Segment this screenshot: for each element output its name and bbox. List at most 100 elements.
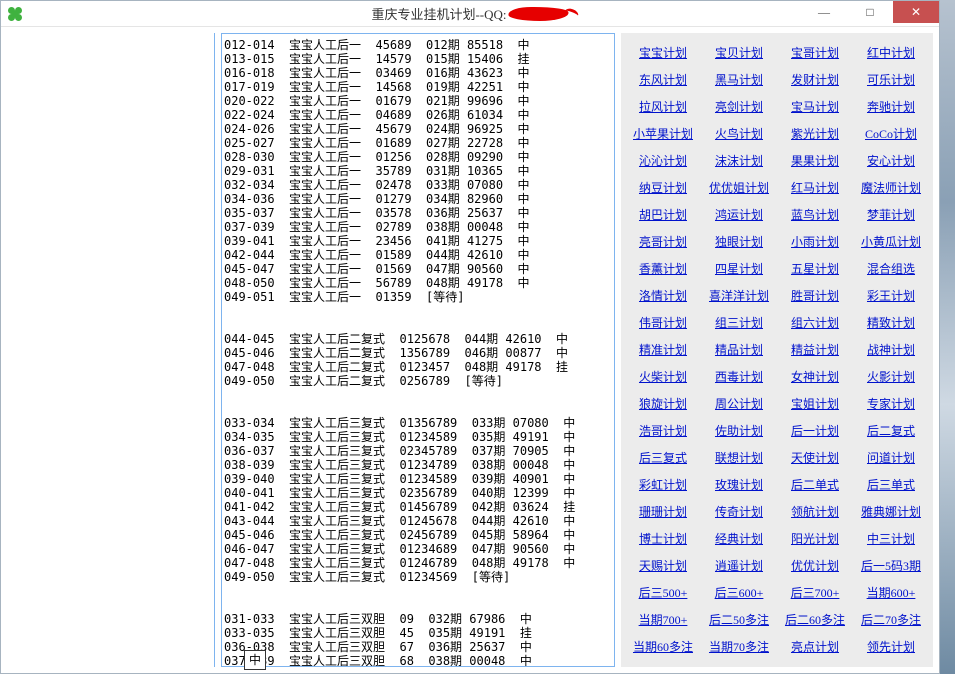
plan-button[interactable]: 香薰计划 xyxy=(626,256,700,281)
plan-button[interactable]: 组三计划 xyxy=(702,310,776,335)
plan-button[interactable]: 联想计划 xyxy=(702,445,776,470)
plan-button[interactable]: 后二50多注 xyxy=(702,607,776,632)
plan-button[interactable]: CoCo计划 xyxy=(854,121,928,146)
plan-button[interactable]: 天使计划 xyxy=(778,445,852,470)
plan-button[interactable]: 浩哥计划 xyxy=(626,418,700,443)
plan-button[interactable]: 精致计划 xyxy=(854,310,928,335)
plan-button[interactable]: 佐助计划 xyxy=(702,418,776,443)
plan-button[interactable]: 后二60多注 xyxy=(778,607,852,632)
plan-button[interactable]: 宝宝计划 xyxy=(626,40,700,65)
plan-button[interactable]: 后三700+ xyxy=(778,580,852,605)
plan-button[interactable]: 西毒计划 xyxy=(702,364,776,389)
plan-button[interactable]: 狼旋计划 xyxy=(626,391,700,416)
plan-button[interactable]: 小雨计划 xyxy=(778,229,852,254)
plan-button[interactable]: 混合组选 xyxy=(854,256,928,281)
plan-button[interactable]: 鸿运计划 xyxy=(702,202,776,227)
titlebar[interactable]: 重庆专业挂机计划--QQ: — □ ✕ xyxy=(1,1,939,27)
plan-button[interactable]: 火柴计划 xyxy=(626,364,700,389)
plan-button[interactable]: 亮剑计划 xyxy=(702,94,776,119)
plan-button[interactable]: 五星计划 xyxy=(778,256,852,281)
plan-button[interactable]: 雅典娜计划 xyxy=(854,499,928,524)
plan-button[interactable]: 果果计划 xyxy=(778,148,852,173)
plan-button[interactable]: 可可计划 xyxy=(778,661,852,667)
plan-button[interactable]: 紫光计划 xyxy=(778,121,852,146)
plan-button[interactable]: 天赐计划 xyxy=(626,553,700,578)
close-button[interactable]: ✕ xyxy=(893,1,939,23)
plan-button[interactable]: 珊珊计划 xyxy=(626,499,700,524)
plan-button[interactable]: 领航计划 xyxy=(778,499,852,524)
plan-button[interactable]: 玫瑰计划 xyxy=(702,472,776,497)
plan-button[interactable]: 宝姐计划 xyxy=(778,391,852,416)
plan-button[interactable]: 发财计划 xyxy=(778,67,852,92)
plan-button[interactable]: 战神计划 xyxy=(854,337,928,362)
plan-button[interactable]: 情义计划 xyxy=(854,661,928,667)
plan-button[interactable]: 独眼计划 xyxy=(702,229,776,254)
plan-button[interactable]: 宝贝计划 xyxy=(702,40,776,65)
plan-button[interactable]: 后三单式 xyxy=(854,472,928,497)
plan-button[interactable]: 宝哥计划 xyxy=(778,40,852,65)
plan-button[interactable]: 拉风计划 xyxy=(626,94,700,119)
plan-button[interactable]: 后二70多注 xyxy=(854,607,928,632)
plan-button[interactable]: 黑马计划 xyxy=(702,67,776,92)
plan-button[interactable]: 后一5码3期 xyxy=(854,553,928,578)
plan-button[interactable]: 后二单式 xyxy=(778,472,852,497)
plan-button[interactable]: 可乐计划 xyxy=(854,67,928,92)
plans-panel[interactable]: 宝宝计划宝贝计划宝哥计划红中计划东风计划黑马计划发财计划可乐计划拉风计划亮剑计划… xyxy=(621,33,933,667)
plan-button[interactable]: 精品计划 xyxy=(702,337,776,362)
plan-button[interactable]: 洛情计划 xyxy=(626,283,700,308)
plan-button[interactable]: 组六计划 xyxy=(778,310,852,335)
plan-button[interactable]: 后三600+ xyxy=(702,580,776,605)
log-panel[interactable]: 012-014 宝宝人工后一 45689 012期 85518 中 013-01… xyxy=(221,33,615,667)
maximize-button[interactable]: □ xyxy=(847,1,893,23)
plan-button[interactable]: 安心计划 xyxy=(854,148,928,173)
plan-button[interactable]: 虎哥计划 xyxy=(702,661,776,667)
plan-button[interactable]: 沫沫计划 xyxy=(702,148,776,173)
plan-button[interactable]: 沁沁计划 xyxy=(626,148,700,173)
plan-button[interactable]: 专家计划 xyxy=(854,391,928,416)
plan-button[interactable]: 后一5码2期 xyxy=(626,661,700,667)
plan-button[interactable]: 优优姐计划 xyxy=(702,175,776,200)
plan-button[interactable]: 伟哥计划 xyxy=(626,310,700,335)
plan-button[interactable]: 当期600+ xyxy=(854,580,928,605)
plan-button[interactable]: 彩王计划 xyxy=(854,283,928,308)
plan-button[interactable]: 后三复式 xyxy=(626,445,700,470)
plan-button[interactable]: 精益计划 xyxy=(778,337,852,362)
plan-button[interactable]: 彩虹计划 xyxy=(626,472,700,497)
plan-button[interactable]: 火鸟计划 xyxy=(702,121,776,146)
plan-button[interactable]: 小黄瓜计划 xyxy=(854,229,928,254)
plan-button[interactable]: 当期60多注 xyxy=(626,634,700,659)
plan-button[interactable]: 红中计划 xyxy=(854,40,928,65)
plan-button[interactable]: 小苹果计划 xyxy=(626,121,700,146)
plan-button[interactable]: 问道计划 xyxy=(854,445,928,470)
plan-button[interactable]: 当期700+ xyxy=(626,607,700,632)
plan-button[interactable]: 后三500+ xyxy=(626,580,700,605)
plan-button[interactable]: 亮点计划 xyxy=(778,634,852,659)
plan-button[interactable]: 中三计划 xyxy=(854,526,928,551)
plan-button[interactable]: 梦菲计划 xyxy=(854,202,928,227)
plan-button[interactable]: 后二复式 xyxy=(854,418,928,443)
plan-button[interactable]: 火影计划 xyxy=(854,364,928,389)
plan-button[interactable]: 后一计划 xyxy=(778,418,852,443)
plan-button[interactable]: 精准计划 xyxy=(626,337,700,362)
plan-button[interactable]: 周公计划 xyxy=(702,391,776,416)
plan-button[interactable]: 逍遥计划 xyxy=(702,553,776,578)
plan-button[interactable]: 宝马计划 xyxy=(778,94,852,119)
plan-button[interactable]: 传奇计划 xyxy=(702,499,776,524)
plan-button[interactable]: 博士计划 xyxy=(626,526,700,551)
plan-button[interactable]: 经典计划 xyxy=(702,526,776,551)
plan-button[interactable]: 胜哥计划 xyxy=(778,283,852,308)
plan-button[interactable]: 红马计划 xyxy=(778,175,852,200)
plan-button[interactable]: 纳豆计划 xyxy=(626,175,700,200)
plan-button[interactable]: 喜洋洋计划 xyxy=(702,283,776,308)
plan-button[interactable]: 亮哥计划 xyxy=(626,229,700,254)
plan-button[interactable]: 领先计划 xyxy=(854,634,928,659)
plan-button[interactable]: 当期70多注 xyxy=(702,634,776,659)
plan-button[interactable]: 东风计划 xyxy=(626,67,700,92)
plan-button[interactable]: 魔法师计划 xyxy=(854,175,928,200)
plan-button[interactable]: 阳光计划 xyxy=(778,526,852,551)
minimize-button[interactable]: — xyxy=(801,1,847,23)
plan-button[interactable]: 优优计划 xyxy=(778,553,852,578)
plan-button[interactable]: 胡巴计划 xyxy=(626,202,700,227)
plan-button[interactable]: 蓝鸟计划 xyxy=(778,202,852,227)
plan-button[interactable]: 女神计划 xyxy=(778,364,852,389)
